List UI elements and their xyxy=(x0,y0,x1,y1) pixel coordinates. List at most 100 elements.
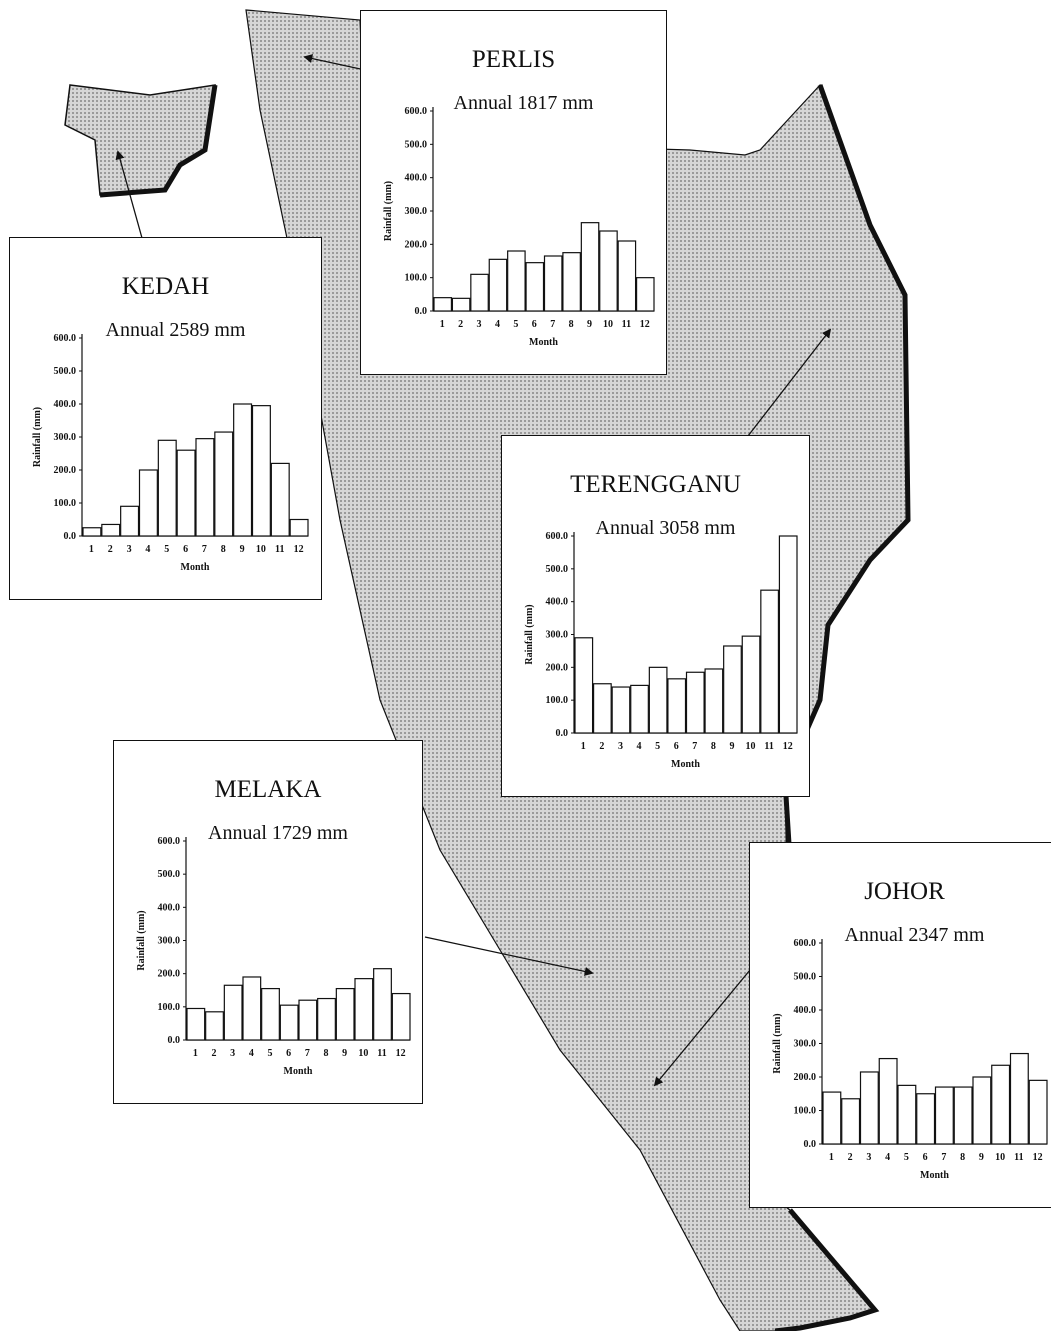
y-tick-label: 200.0 xyxy=(158,969,181,980)
chart-title: KEDAH xyxy=(122,273,210,300)
bar-month-4 xyxy=(242,976,262,1041)
y-tick-label: 200.0 xyxy=(546,662,569,673)
x-tick-label: 10 xyxy=(603,319,613,330)
x-tick-label: 12 xyxy=(783,741,793,752)
bar-month-11 xyxy=(760,589,780,734)
bar-month-2 xyxy=(205,1011,224,1041)
x-tick-label: 6 xyxy=(674,741,679,752)
bar-month-1 xyxy=(433,297,453,312)
bar-month-3 xyxy=(859,1071,879,1145)
chart-subtitle: Annual 2589 mm xyxy=(106,319,246,341)
x-tick-label: 7 xyxy=(692,741,697,752)
x-tick-label: 9 xyxy=(342,1048,347,1059)
x-tick-label: 12 xyxy=(294,544,304,555)
x-tick-label: 8 xyxy=(569,319,574,330)
bar-month-3 xyxy=(120,505,140,537)
y-axis-label: Rainfall (mm) xyxy=(772,1013,783,1073)
x-tick-label: 7 xyxy=(550,319,555,330)
y-tick-label: 600.0 xyxy=(158,836,181,847)
x-tick-label: 6 xyxy=(923,1152,928,1163)
x-tick-label: 4 xyxy=(249,1048,254,1059)
bar-month-12 xyxy=(635,277,655,312)
x-tick-label: 11 xyxy=(1014,1152,1023,1163)
y-tick-label: 500.0 xyxy=(794,972,817,983)
x-tick-label: 7 xyxy=(941,1152,946,1163)
chart-title: JOHOR xyxy=(864,878,945,905)
x-tick-label: 6 xyxy=(532,319,537,330)
y-tick-label: 500.0 xyxy=(405,139,428,150)
bar-month-12 xyxy=(778,535,798,734)
bar-month-4 xyxy=(630,684,649,734)
x-axis-label: Month xyxy=(529,337,558,348)
y-tick-label: 300.0 xyxy=(54,432,77,443)
x-tick-label: 3 xyxy=(127,544,132,555)
bar-month-8 xyxy=(953,1086,973,1145)
x-tick-label: 8 xyxy=(221,544,226,555)
chart-svg: JOHOR Annual 2347 mm 0.0 100.0 200.0 300.0 400… xyxy=(772,878,1048,1181)
chart-subtitle: Annual 1817 mm xyxy=(454,92,594,114)
bar-month-12 xyxy=(1028,1079,1048,1145)
x-tick-label: 4 xyxy=(885,1152,890,1163)
east-coast-shadow xyxy=(782,84,911,1045)
x-tick-label: 9 xyxy=(979,1152,984,1163)
perlis-arrow xyxy=(303,54,366,71)
y-tick-label: 200.0 xyxy=(405,239,428,250)
x-tick-label: 1 xyxy=(440,319,445,330)
johor-chart-panel: JOHOR Annual 2347 mm 0.0 100.0 200.0 300.0 400… xyxy=(749,842,1051,1208)
bar-month-8 xyxy=(704,668,724,734)
x-tick-label: 3 xyxy=(866,1152,871,1163)
x-tick-label: 9 xyxy=(587,319,592,330)
x-axis-label: Month xyxy=(284,1066,313,1077)
y-tick-label: 400.0 xyxy=(405,173,428,184)
chart-subtitle: Annual 1729 mm xyxy=(208,822,348,844)
y-tick-label: 100.0 xyxy=(158,1002,181,1013)
bar-month-5 xyxy=(261,987,280,1041)
y-tick-label: 100.0 xyxy=(405,273,428,284)
melaka-chart-panel: MELAKA Annual 1729 mm 0.0 100.0 200.0 300.0 40… xyxy=(113,740,423,1104)
chart-svg: TERENGGANU Annual 3058 mm 0.0 100.0 200.0 300… xyxy=(524,471,798,770)
y-tick-label: 0.0 xyxy=(64,531,77,542)
chart-svg: KEDAH Annual 2589 mm 0.0 100.0 200.0 300.0 400… xyxy=(32,273,309,573)
chart-title: PERLIS xyxy=(472,46,555,73)
bar-month-10 xyxy=(741,635,761,734)
chart-subtitle: Annual 2347 mm xyxy=(845,924,985,946)
bar-month-9 xyxy=(580,222,600,312)
x-tick-label: 3 xyxy=(477,319,482,330)
bar-month-2 xyxy=(592,683,612,734)
x-tick-label: 8 xyxy=(711,741,716,752)
x-tick-label: 7 xyxy=(202,544,207,555)
bar-month-9 xyxy=(335,987,355,1041)
bar-month-6 xyxy=(916,1093,936,1145)
x-tick-label: 12 xyxy=(396,1048,406,1059)
y-tick-label: 100.0 xyxy=(54,498,77,509)
x-tick-label: 12 xyxy=(640,319,650,330)
bar-month-5 xyxy=(648,666,668,734)
y-tick-label: 300.0 xyxy=(546,630,569,641)
x-axis-label: Month xyxy=(671,759,700,770)
y-tick-label: 600.0 xyxy=(405,106,428,117)
y-tick-label: 500.0 xyxy=(546,564,569,575)
bar-month-1 xyxy=(574,637,594,734)
bar-month-9 xyxy=(233,403,253,537)
bar-month-2 xyxy=(841,1098,861,1145)
bar-month-11 xyxy=(270,462,290,537)
x-tick-label: 11 xyxy=(622,319,631,330)
bar-month-2 xyxy=(101,523,121,537)
y-axis-label: Rainfall (mm) xyxy=(383,181,394,241)
bar-month-8 xyxy=(317,997,336,1041)
bar-month-8 xyxy=(562,252,581,312)
bar-month-10 xyxy=(991,1064,1011,1145)
bar-month-3 xyxy=(611,686,631,734)
bar-month-4 xyxy=(488,258,508,312)
x-tick-label: 9 xyxy=(240,544,245,555)
bar-month-9 xyxy=(723,645,742,734)
y-tick-label: 200.0 xyxy=(794,1072,817,1083)
y-tick-label: 0.0 xyxy=(804,1139,817,1150)
x-tick-label: 10 xyxy=(995,1152,1005,1163)
x-tick-label: 6 xyxy=(286,1048,291,1059)
chart-subtitle: Annual 3058 mm xyxy=(596,517,736,539)
bar-month-2 xyxy=(451,297,471,312)
x-tick-label: 1 xyxy=(829,1152,834,1163)
kedah-island xyxy=(64,84,216,196)
x-tick-label: 4 xyxy=(145,544,150,555)
